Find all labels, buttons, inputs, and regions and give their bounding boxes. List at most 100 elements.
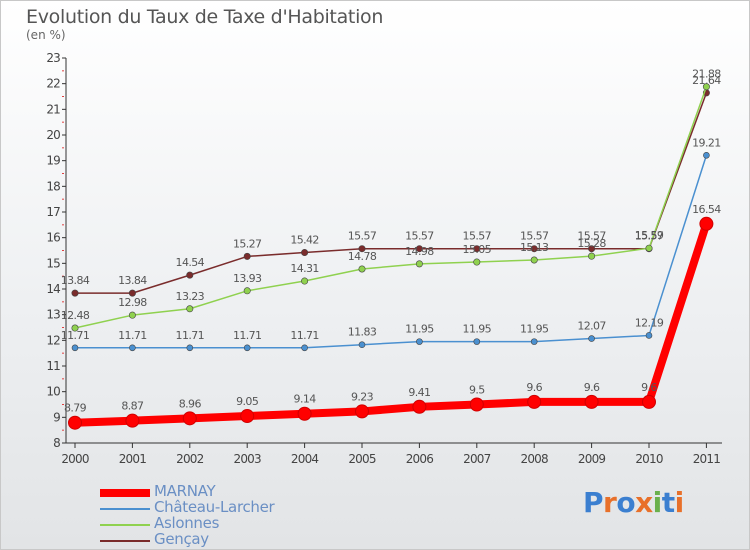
y-tick-label: 10: [46, 385, 60, 399]
data-point: [645, 332, 653, 339]
x-tick-label: 2006: [406, 452, 434, 466]
y-tick-label: 11: [46, 359, 60, 373]
data-point: [415, 245, 423, 253]
y-tick-label: 20: [46, 128, 60, 142]
data-label: 9.6: [641, 381, 657, 394]
data-point: [588, 252, 596, 260]
data-point: [642, 394, 656, 409]
y-tick-label: 16: [46, 231, 60, 245]
x-tick-label: 2005: [348, 452, 376, 466]
legend-swatch: [100, 540, 150, 542]
data-point: [415, 260, 423, 268]
y-tick-label: 15: [46, 256, 60, 270]
data-point: [358, 245, 366, 253]
x-tick-label: 2000: [61, 452, 89, 466]
data-point: [588, 245, 596, 253]
data-label: 13.84: [118, 274, 147, 287]
data-point: [129, 344, 136, 352]
y-tick-label: 22: [46, 77, 60, 91]
series-line-2: [74, 85, 708, 329]
data-point: [68, 415, 82, 430]
data-point: [358, 341, 366, 348]
data-point: [358, 265, 366, 273]
data-label: 9.6: [526, 381, 542, 394]
x-tick-label: 2011: [693, 452, 721, 466]
data-label: 15.28: [577, 237, 606, 250]
chart-title: Evolution du Taux de Taxe d'Habitation: [26, 6, 384, 28]
legend-label: Château-Larcher: [154, 498, 275, 516]
data-point: [530, 338, 538, 345]
data-point: [125, 413, 140, 428]
y-tick-label: 8: [53, 436, 60, 450]
data-point: [703, 151, 710, 159]
data-label: 19.21: [692, 136, 721, 149]
data-label: 11.83: [348, 326, 377, 339]
data-point: [182, 411, 197, 426]
data-point: [473, 258, 481, 266]
data-point: [243, 287, 251, 295]
legend-swatch: [100, 508, 150, 510]
data-label: 9.23: [351, 390, 374, 403]
data-point: [416, 338, 423, 345]
y-tick-label: 23: [46, 51, 60, 65]
legend-swatch: [100, 524, 150, 526]
data-point: [473, 338, 481, 345]
y-tick-label: 14: [46, 282, 60, 296]
data-label: 8.79: [64, 402, 87, 415]
data-label: 11.71: [176, 329, 205, 342]
data-label: 15.59: [635, 229, 664, 242]
data-point: [530, 245, 538, 253]
data-label: 16.54: [692, 203, 721, 216]
data-label: 12.98: [118, 296, 147, 309]
legend-swatch: [100, 489, 150, 497]
x-tick-label: 2003: [234, 452, 262, 466]
y-tick-label: 17: [46, 205, 60, 219]
y-tick-label: 12: [46, 333, 60, 347]
data-label: 13.93: [233, 272, 262, 285]
data-label: 21.88: [692, 68, 721, 81]
data-point: [301, 249, 309, 257]
data-label: 9.6: [584, 381, 600, 394]
data-point: [186, 271, 194, 279]
data-point: [469, 397, 484, 412]
data-point: [645, 244, 653, 252]
data-label: 12.07: [577, 320, 606, 333]
data-point: [527, 394, 542, 409]
x-tick-label: 2010: [635, 452, 663, 466]
data-label: 15.13: [520, 241, 549, 254]
x-tick-label: 2002: [176, 452, 204, 466]
data-label: 14.31: [290, 262, 319, 275]
data-point: [699, 216, 714, 231]
data-point: [297, 406, 312, 421]
data-label: 15.57: [520, 230, 549, 243]
data-point: [128, 311, 136, 319]
data-point: [301, 344, 308, 352]
series-line-1: [74, 154, 708, 349]
data-label: 15.42: [290, 234, 319, 247]
data-label: 15.57: [405, 230, 434, 243]
data-point: [71, 324, 79, 332]
data-label: 15.57: [577, 230, 606, 243]
data-label: 8.87: [121, 400, 144, 413]
data-label: 11.95: [463, 323, 492, 336]
y-tick-label: 21: [46, 102, 60, 116]
data-point: [473, 245, 481, 253]
data-label: 11.95: [520, 323, 549, 336]
data-label: 12.19: [635, 316, 664, 329]
data-label: 15.05: [463, 243, 492, 256]
data-point: [186, 344, 194, 352]
data-label: 15.27: [233, 237, 262, 250]
data-point: [128, 289, 136, 297]
data-label: 11.95: [405, 323, 434, 336]
data-point: [71, 289, 79, 297]
data-point: [186, 305, 194, 313]
y-tick-label: 13: [46, 308, 60, 322]
legend-label: Aslonnes: [154, 514, 220, 532]
data-point: [301, 277, 309, 285]
data-label: 11.71: [233, 329, 262, 342]
data-label: 14.78: [348, 250, 377, 263]
data-point: [702, 83, 710, 91]
y-tick-label: 19: [46, 154, 60, 168]
